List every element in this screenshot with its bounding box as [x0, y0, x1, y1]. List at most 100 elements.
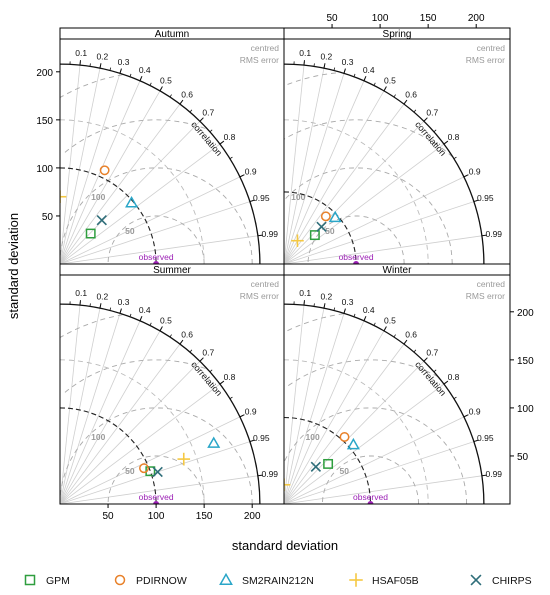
correlation-minor-tick — [473, 440, 477, 442]
correlation-tick-label: 0.99 — [261, 469, 278, 479]
rms-legend-label-1: centred — [251, 279, 280, 289]
rms-legend-label-1: centred — [477, 43, 506, 53]
correlation-minor-tick — [229, 156, 233, 160]
x-tick-label-bottom: 200 — [244, 511, 261, 522]
correlation-minor-tick — [333, 67, 336, 71]
legend-marker — [114, 574, 126, 586]
sd-grid-arc — [284, 119, 429, 264]
correlation-line — [60, 68, 101, 264]
correlation-minor-tick — [99, 305, 101, 309]
correlation-minor-tick — [383, 328, 386, 332]
correlation-line — [60, 313, 121, 504]
correlation-tick-label: 0.95 — [477, 193, 494, 203]
rms-tick-label: 50 — [125, 226, 135, 236]
correlation-tick-label: 0.1 — [299, 288, 311, 298]
point-hsaf05b — [291, 234, 304, 247]
legend-marker — [470, 574, 482, 586]
correlation-tick-label: 0.1 — [299, 48, 311, 58]
point-sm2rain212n — [328, 210, 342, 223]
correlation-line — [284, 73, 345, 264]
correlation-axis-label: correlation — [189, 359, 224, 397]
rms-tick-label: 100 — [91, 192, 105, 202]
rms-arc — [286, 313, 344, 332]
correlation-line — [60, 103, 181, 264]
panel-autumn: 50 100 0.1 0.2 0.3 0.4 0.5 0.6 0.7 0.8 0.9 0.95 0.99… — [59, 27, 285, 265]
panel-title: Spring — [383, 29, 412, 40]
correlation-line — [60, 360, 201, 504]
y-axis-title: standard deviation — [6, 213, 21, 319]
correlation-axis-label: correlation — [413, 359, 448, 397]
correlation-tick-label: 0.5 — [384, 315, 396, 325]
point-chirps — [310, 461, 322, 472]
correlation-minor-tick — [373, 322, 376, 326]
correlation-minor-tick — [343, 70, 346, 74]
correlation-minor-tick — [119, 310, 122, 314]
correlation-line — [60, 320, 141, 504]
legend-item-sm2rain212n: SM2RAIN212N — [219, 572, 314, 587]
rms-arc — [284, 167, 453, 264]
panel-plot-area: 50 100 0.1 0.2 0.3 0.4 0.5 0.6 0.7 0.8 0.9 0.95 0.99… — [60, 288, 278, 504]
correlation-tick-label: 0.8 — [448, 372, 460, 382]
rms-tick-label: 100 — [291, 192, 305, 202]
correlation-line — [60, 383, 221, 504]
rms-arc — [60, 314, 123, 338]
correlation-tick-label: 0.2 — [320, 291, 332, 301]
panel-title: Winter — [383, 265, 413, 276]
correlation-tick-label: 0.2 — [320, 51, 332, 61]
correlation-minor-tick — [473, 200, 477, 202]
correlation-minor-tick — [453, 156, 457, 160]
rms-legend-label-2: RMS error — [240, 291, 279, 301]
correlation-minor-tick — [199, 358, 203, 362]
correlation-line — [284, 103, 405, 264]
observed-sd-arc — [284, 416, 372, 504]
correlation-minor-tick — [393, 94, 396, 98]
point-chirps — [316, 221, 327, 232]
correlation-minor-tick — [109, 307, 112, 311]
legend-marker — [24, 574, 36, 586]
correlation-line — [284, 176, 465, 264]
correlation-minor-tick — [363, 317, 366, 321]
outer-arc — [284, 303, 485, 504]
point-sm2rain212n — [125, 196, 139, 208]
correlation-minor-tick — [99, 65, 101, 69]
x-axis-title: standard deviation — [232, 538, 338, 553]
y-tick-label-top-left: 150 — [36, 116, 53, 127]
sd-grid-arc — [60, 119, 205, 264]
correlation-tick-label: 0.6 — [405, 89, 417, 99]
correlation-minor-tick — [393, 334, 396, 338]
correlation-tick-label: 0.9 — [245, 407, 257, 417]
rms-arc — [284, 407, 468, 504]
correlation-minor-tick — [333, 307, 336, 311]
panels-layer: 50 100 0.1 0.2 0.3 0.4 0.5 0.6 0.7 0.8 0.9 0.95 0.99… — [59, 27, 511, 505]
correlation-minor-tick — [403, 101, 407, 105]
correlation-tick-label: 0.3 — [342, 57, 354, 67]
correlation-tick-label: 0.9 — [245, 167, 257, 177]
correlation-line — [60, 475, 258, 504]
correlation-line — [284, 308, 325, 504]
x-tick-label-bottom: 150 — [196, 511, 213, 522]
point-hsaf05b — [177, 452, 191, 466]
correlation-minor-tick — [423, 118, 427, 122]
correlation-minor-tick — [169, 334, 172, 338]
outer-arc — [284, 63, 485, 264]
correlation-minor-tick — [403, 341, 407, 345]
legend-marker — [219, 572, 233, 585]
correlation-minor-tick — [199, 118, 203, 122]
correlation-line — [284, 143, 445, 264]
x-tick-label-top: 50 — [326, 13, 338, 24]
rms-arc — [284, 119, 453, 158]
legend-label: SM2RAIN212N — [242, 575, 314, 587]
correlation-minor-tick — [373, 82, 376, 86]
correlation-minor-tick — [239, 415, 243, 418]
rms-legend-label-2: RMS error — [466, 291, 505, 301]
correlation-tick-label: 0.1 — [75, 288, 87, 298]
point-chirps — [152, 466, 163, 478]
correlation-tick-label: 0.3 — [342, 297, 354, 307]
correlation-line — [284, 235, 482, 264]
point-pdirnow — [339, 431, 350, 442]
panel-strip — [283, 263, 511, 276]
legend-item-gpm: GPM — [24, 574, 70, 587]
correlation-tick-label: 0.6 — [181, 329, 193, 339]
correlation-tick-label: 0.3 — [118, 57, 130, 67]
correlation-minor-tick — [189, 349, 193, 353]
